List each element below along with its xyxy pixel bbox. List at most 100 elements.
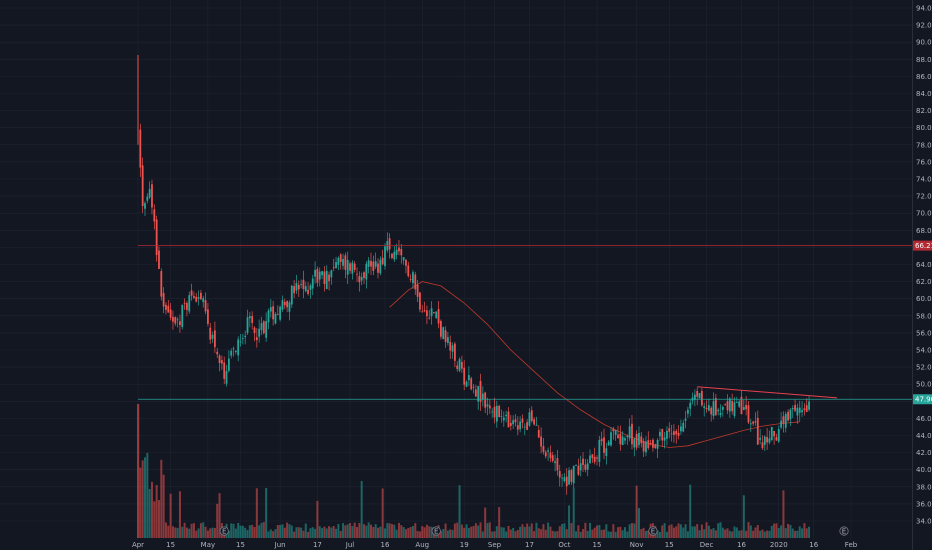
candle-body (148, 189, 151, 198)
volume-bar (269, 529, 272, 538)
candle-body (237, 339, 240, 356)
volume-bar (146, 452, 149, 538)
volume-bar (626, 531, 629, 538)
earnings-marker[interactable] (431, 526, 441, 536)
candle-body (428, 317, 431, 319)
earnings-marker[interactable] (648, 526, 658, 536)
candle-body (491, 411, 494, 413)
volume-bar (337, 523, 340, 538)
candle-body (714, 398, 717, 416)
volume-bar (777, 528, 780, 538)
volume-bar (328, 526, 331, 538)
candle-body (202, 298, 205, 303)
x-tick-label: 15 (593, 541, 602, 549)
volume-bar (323, 526, 326, 538)
candle-body (680, 426, 682, 432)
y-tick-label: 70.00 (916, 210, 932, 218)
candle-body (442, 327, 445, 340)
volume-bar (267, 531, 270, 538)
candle-body (677, 432, 680, 436)
candle-body (190, 290, 193, 296)
candle-body (673, 431, 675, 435)
candle-body (193, 295, 195, 298)
volume-bar (349, 523, 352, 538)
candle-body (682, 422, 685, 432)
volume-bar (295, 527, 298, 538)
volume-bar (691, 526, 694, 538)
volume-bar (628, 524, 631, 538)
candle-body (402, 257, 405, 261)
candle-body (232, 348, 235, 350)
candle-body (803, 408, 806, 411)
candle-body (617, 434, 619, 439)
candle-body (162, 293, 165, 307)
volume-bar (752, 530, 755, 538)
earnings-marker-label: E (434, 528, 438, 536)
earnings-marker-label: E (842, 528, 846, 536)
earnings-marker[interactable] (219, 526, 229, 536)
volume-bar (139, 467, 142, 538)
volume-bar (563, 523, 566, 538)
candle-body (181, 304, 184, 328)
trendline[interactable] (697, 386, 838, 399)
volume-bar (330, 527, 333, 538)
volume-bar (488, 522, 491, 538)
candle-body (528, 412, 531, 426)
volume-bar (209, 528, 212, 538)
volume-bar (787, 523, 790, 538)
candle-body (176, 319, 179, 321)
candle-body (258, 328, 261, 337)
volume-bar (363, 524, 366, 538)
candle-body (773, 431, 776, 437)
earnings-marker-label: E (651, 528, 655, 536)
volume-bar (747, 522, 750, 538)
volume-bar (332, 525, 335, 538)
volume-bar (262, 522, 265, 538)
candle-body (761, 442, 764, 449)
candle-body (675, 430, 678, 435)
volume-bar (621, 530, 624, 538)
candle-body (477, 386, 480, 402)
candle-body (297, 284, 300, 290)
candle-body (554, 461, 556, 464)
candle-body (377, 263, 379, 273)
volume-bar (321, 528, 324, 538)
volume-bar (309, 528, 312, 538)
earnings-marker[interactable] (839, 526, 849, 536)
candle-body (321, 271, 323, 276)
candle-body (561, 477, 563, 479)
candle-body (370, 261, 372, 267)
volume-bar (761, 529, 764, 538)
candle-body (330, 270, 333, 278)
candle-body (446, 337, 449, 343)
candle-body (309, 285, 312, 290)
candle-body (419, 292, 421, 310)
volume-bar (456, 522, 459, 538)
candle-body (782, 416, 785, 424)
y-tick-label: 76.00 (916, 158, 932, 166)
candle-body (640, 436, 643, 444)
y-tick-label: 56.00 (916, 329, 932, 337)
candle-body (721, 406, 724, 410)
candle-body (656, 439, 659, 449)
candle-body (339, 254, 342, 262)
x-tick-label: 15 (166, 541, 175, 549)
volume-bar (591, 529, 594, 538)
candle-body (388, 238, 391, 250)
candle-body (344, 255, 347, 270)
volume-bar (344, 525, 347, 538)
volume-bar (400, 525, 403, 538)
volume-bar (211, 527, 214, 538)
volume-bar (481, 531, 484, 538)
volume-bar (293, 531, 296, 538)
volume-bar (794, 530, 797, 538)
volume-bar (430, 526, 433, 538)
volume-bar (474, 523, 477, 538)
volume-bar (582, 529, 585, 538)
volume-bar (759, 530, 762, 538)
candle-body (276, 314, 279, 315)
y-tick-label: 72.00 (916, 193, 932, 201)
volume-bar (167, 525, 170, 538)
candle-body (346, 259, 349, 275)
